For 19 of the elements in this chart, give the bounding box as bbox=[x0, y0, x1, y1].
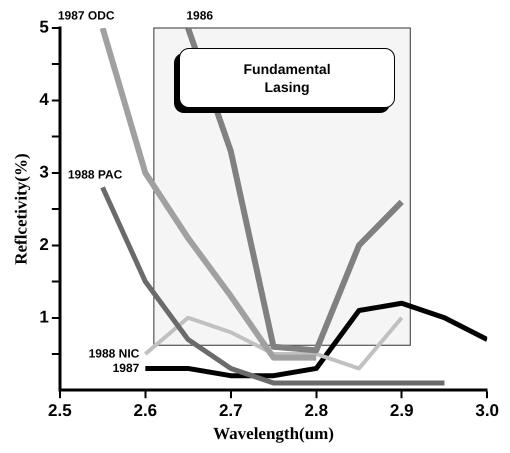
x-tick-label: 2.6 bbox=[134, 401, 158, 420]
y-tick-label: 1 bbox=[39, 307, 49, 326]
series-label: 1986 bbox=[186, 8, 214, 22]
x-tick-label: 2.9 bbox=[390, 401, 414, 420]
series-label: 1987 bbox=[112, 360, 140, 375]
series-label: 1988 NIC bbox=[88, 346, 140, 360]
y-tick-label: 5 bbox=[39, 18, 49, 37]
y-tick-label: 4 bbox=[39, 90, 50, 110]
series-label: 1987 ODC bbox=[58, 8, 115, 22]
y-tick-label: 3 bbox=[39, 162, 49, 182]
x-tick-label: 2.8 bbox=[304, 401, 328, 420]
x-axis-title: Wavelength(um) bbox=[213, 424, 334, 444]
x-tick-label: 2.5 bbox=[48, 401, 72, 420]
x-tick-label: 3.0 bbox=[475, 401, 500, 420]
y-axis-title: Reflcetivity(%) bbox=[12, 153, 31, 265]
x-tick-label: 2.7 bbox=[218, 401, 243, 420]
band-label: Fundamental Lasing bbox=[242, 60, 332, 96]
series-label: 1988 PAC bbox=[68, 168, 123, 182]
y-tick-label: 2 bbox=[39, 235, 49, 254]
